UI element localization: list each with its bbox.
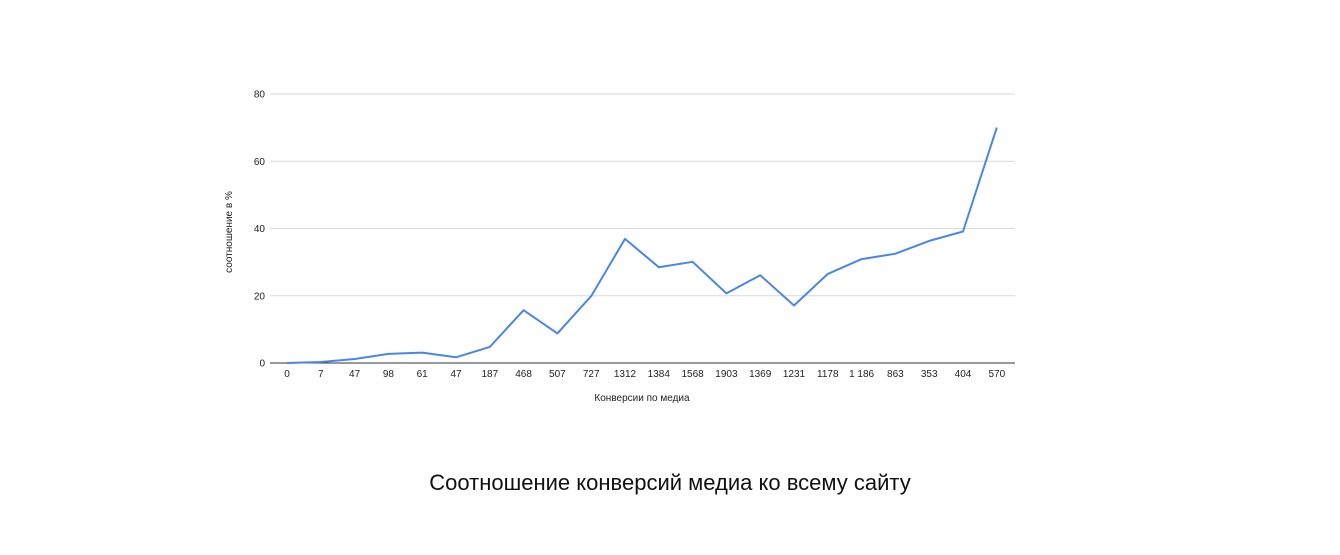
x-tick-label: 727 [583, 369, 600, 380]
x-tick-label: 187 [481, 369, 498, 380]
x-tick-label: 1178 [817, 369, 839, 380]
x-tick-label: 1384 [648, 369, 671, 380]
x-tick-label: 1568 [681, 369, 704, 380]
y-tick-label: 0 [259, 359, 265, 370]
y-tick-label: 80 [254, 90, 266, 101]
x-tick-label: 1 186 [849, 369, 874, 380]
y-tick-label: 40 [254, 224, 266, 235]
chart-caption: Соотношение конверсий медиа ко всему сай… [429, 470, 911, 495]
y-axis-title: соотношение в % [224, 191, 235, 273]
x-tick-label: 7 [318, 369, 324, 380]
x-tick-label: 61 [417, 369, 429, 380]
x-tick-label: 404 [955, 369, 972, 380]
x-axis-title: Конверсии по медиа [594, 393, 690, 404]
x-tick-label: 863 [887, 369, 904, 380]
y-tick-labels: 0 20 40 60 80 [254, 90, 266, 370]
x-tick-label: 353 [921, 369, 938, 380]
y-tick-label: 20 [254, 291, 266, 302]
x-tick-label: 98 [383, 369, 395, 380]
x-tick-label: 1903 [715, 369, 738, 380]
x-tick-label: 507 [549, 369, 566, 380]
x-tick-label: 0 [284, 369, 290, 380]
x-tick-labels: 0 7 47 98 61 47 187 468 507 727 1312 1384 1568 1903 13… [284, 369, 1005, 380]
series-line [286, 127, 998, 364]
gridlines [270, 93, 1015, 297]
x-tick-label: 47 [450, 369, 462, 380]
x-tick-label: 570 [988, 369, 1005, 380]
x-tick-label: 47 [349, 369, 361, 380]
x-tick-label: 1312 [614, 369, 637, 380]
x-tick-label: 1369 [749, 369, 772, 380]
x-tick-label: 468 [515, 369, 532, 380]
y-tick-label: 60 [254, 157, 266, 168]
line-chart: 0 20 40 60 80 0 7 47 98 61 47 187 468 507 727 1312 1384… [224, 90, 1015, 404]
x-tick-label: 1231 [783, 369, 806, 380]
